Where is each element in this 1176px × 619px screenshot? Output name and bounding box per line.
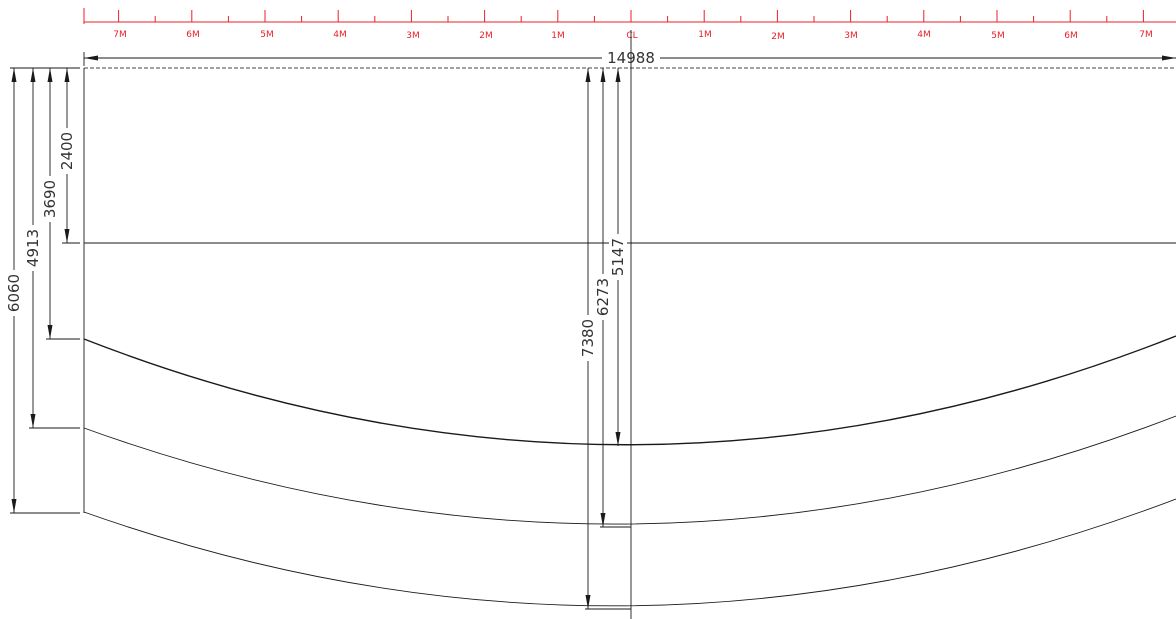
dim-6060-label-bg — [5, 270, 23, 316]
curve-upper — [83, 335, 1176, 446]
dim-7380-label: 7380 — [579, 319, 597, 357]
dim-3690-label: 3690 — [41, 180, 59, 218]
ruler-label-right-3m: 3M — [844, 31, 858, 41]
dim-3690-label-bg — [41, 176, 59, 222]
dim-3690-arrow-top — [47, 68, 53, 82]
dim-4913-arrow-top — [30, 68, 36, 82]
dim-3690-arrow-bottom — [47, 325, 53, 339]
dim-6060-arrow-bottom — [11, 499, 17, 513]
dim-7380-arrow-bottom — [585, 595, 591, 609]
center-vertical-dimensions: 5147 6273 7380 — [579, 68, 631, 610]
ruler-label-left-1m: 1M — [551, 31, 565, 41]
dim-2400-label-bg — [58, 128, 76, 174]
dim-5147-arrow-top — [615, 68, 621, 82]
ruler-label-left-6m: 6M — [186, 30, 200, 40]
ruler-label-center: CL — [626, 31, 637, 41]
curve-lower — [83, 498, 1176, 607]
ruler-label-right-2m: 2M — [771, 32, 785, 42]
dim-7380-label-bg — [579, 315, 597, 361]
dim-2400-arrow-top — [64, 68, 70, 82]
dim-5147-label: 5147 — [609, 238, 627, 276]
overall-width-dimension: 14988 — [83, 49, 1176, 67]
section-geometry — [83, 30, 1176, 619]
dim-5147-label-bg — [609, 234, 627, 280]
ruler-label-left-4m: 4M — [333, 30, 347, 40]
overall-width-arrow-right — [1162, 55, 1176, 61]
dim-7380-arrow-top — [585, 68, 591, 82]
dim-6273-arrow-bottom — [600, 513, 606, 527]
ruler-label-right-1m: 1M — [698, 30, 712, 40]
dim-4913-arrow-bottom — [30, 414, 36, 428]
dim-4913-label: 4913 — [24, 229, 42, 267]
dim-2400-label: 2400 — [58, 132, 76, 170]
ruler: 7M 6M 5M 4M 3M 2M 1M CL 1M 2M 3M 4M 5M 6… — [83, 8, 1176, 42]
dim-6273-arrow-top — [600, 68, 606, 82]
ruler-label-left-2m: 2M — [479, 31, 493, 41]
left-vertical-dimensions: 2400 3690 4913 6060 — [5, 67, 80, 514]
ruler-label-right-4m: 4M — [917, 30, 931, 40]
dim-2400-arrow-bottom — [64, 229, 70, 243]
ruler-label-right-5m: 5M — [991, 31, 1005, 41]
ruler-label-left-7m: 7M — [113, 30, 127, 40]
dim-6273-label-bg — [594, 274, 612, 320]
ruler-ticks — [83, 8, 1144, 24]
ruler-label-left-3m: 3M — [406, 31, 420, 41]
overall-width-arrow-left — [84, 55, 98, 61]
dim-5147-arrow-bottom — [615, 432, 621, 446]
dim-4913-label-bg — [24, 225, 42, 271]
dim-6273-label: 6273 — [594, 278, 612, 316]
curve-middle — [83, 415, 1176, 525]
ruler-label-right-6m: 6M — [1064, 31, 1078, 41]
dim-6060-label: 6060 — [5, 274, 23, 312]
ruler-label-right-7m: 7M — [1139, 30, 1153, 40]
ruler-label-left-5m: 5M — [260, 30, 274, 40]
dim-6060-arrow-top — [11, 68, 17, 82]
